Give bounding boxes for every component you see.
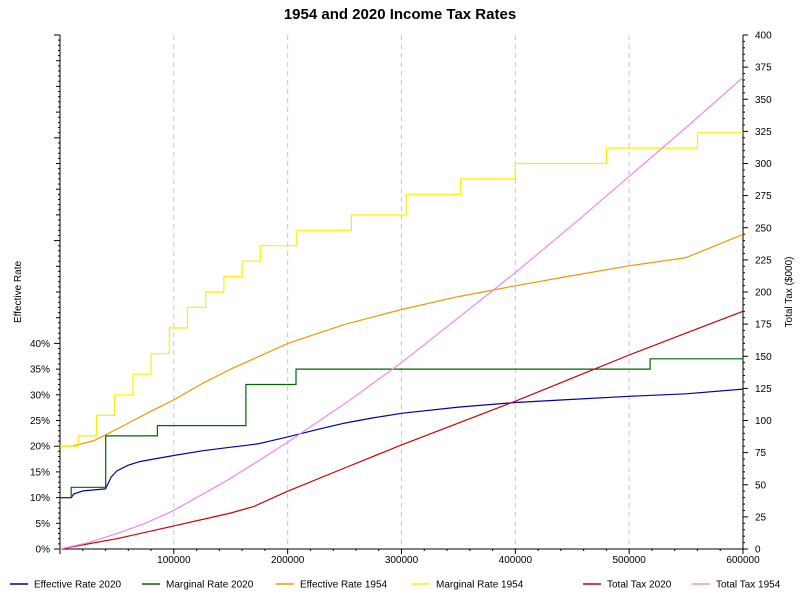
right-tick-label: 0: [755, 545, 761, 556]
right-tick-label: 200: [755, 288, 772, 299]
left-tick-label: 35%: [30, 365, 50, 376]
left-tick-label: 40%: [30, 339, 50, 350]
series-line-0: [60, 388, 744, 499]
series-line-5: [59, 76, 744, 550]
x-tick-label: 100000: [157, 555, 191, 566]
left-tick-label: 25%: [30, 416, 50, 427]
right-tick-label: 250: [755, 223, 772, 234]
right-tick-label: 100: [755, 416, 772, 427]
right-tick-label: 350: [755, 95, 772, 106]
legend-label: Total Tax 2020: [607, 580, 672, 591]
x-tick-label: 500000: [612, 555, 646, 566]
series-line-1: [60, 358, 743, 499]
chart-title: 1954 and 2020 Income Tax Rates: [284, 6, 516, 23]
legend-label: Effective Rate 1954: [300, 580, 388, 591]
series-lines: [59, 76, 744, 550]
legend-label: Marginal Rate 1954: [436, 580, 524, 591]
left-tick-label: 20%: [30, 442, 50, 453]
vertical-gridlines: [173, 35, 630, 549]
right-tick-label: 150: [755, 352, 772, 363]
right-tick-label: 225: [755, 255, 772, 266]
right-tick-label: 400: [755, 31, 772, 42]
right-tick-label: 50: [755, 480, 767, 491]
series-line-4: [59, 310, 744, 550]
right-tick-label: 275: [755, 191, 772, 202]
series-line-2: [60, 233, 744, 447]
right-tick-label: 325: [755, 127, 772, 138]
series-line-3: [60, 132, 743, 447]
right-tick-label: 125: [755, 384, 772, 395]
legend-label: Marginal Rate 2020: [166, 580, 254, 591]
left-tick-label: 10%: [30, 493, 50, 504]
left-axis-title: Effective Rate: [13, 261, 24, 324]
x-tick-label: 200000: [271, 555, 305, 566]
right-tick-label: 175: [755, 320, 772, 331]
left-tick-label: 15%: [30, 467, 50, 478]
left-tick-label: 0%: [36, 545, 51, 556]
right-tick-label: 75: [755, 448, 767, 459]
x-tick-label: 300000: [385, 555, 419, 566]
legend: Effective Rate 2020 Marginal Rate 2020 Eff…: [10, 580, 781, 591]
left-tick-label: 30%: [30, 390, 50, 401]
x-tick-label: 600000: [726, 555, 760, 566]
left-tick-label: 5%: [36, 519, 51, 530]
legend-label: Total Tax 1954: [716, 580, 781, 591]
right-axis-title: Total Tax ($000): [784, 257, 795, 328]
legend-label: Effective Rate 2020: [34, 580, 122, 591]
right-tick-label: 300: [755, 159, 772, 170]
x-tick-label: 400000: [499, 555, 533, 566]
right-tick-label: 375: [755, 63, 772, 74]
axes: 0% 5% 10% 15% 20% 25% 30% 35% 40% 0 25 50 75 100 125 15…: [30, 31, 772, 567]
right-tick-label: 25: [755, 512, 767, 523]
